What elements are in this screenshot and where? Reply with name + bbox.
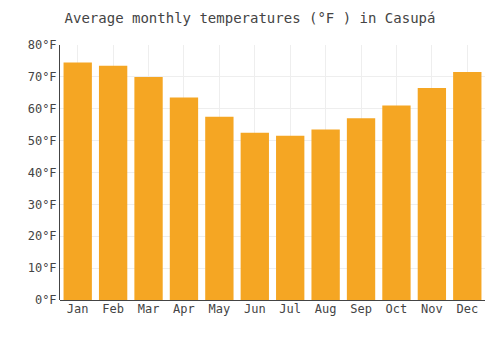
svg-text:Feb: Feb xyxy=(102,302,124,316)
svg-text:Jun: Jun xyxy=(244,302,266,316)
svg-text:60°F: 60°F xyxy=(28,102,57,116)
svg-text:May: May xyxy=(209,302,231,316)
svg-text:Apr: Apr xyxy=(173,302,195,316)
svg-text:50°F: 50°F xyxy=(28,134,57,148)
svg-text:Sep: Sep xyxy=(350,302,372,316)
svg-text:Mar: Mar xyxy=(138,302,160,316)
svg-text:Jan: Jan xyxy=(67,302,89,316)
svg-text:0°F: 0°F xyxy=(35,293,57,307)
svg-text:Aug: Aug xyxy=(315,302,337,316)
svg-text:Dec: Dec xyxy=(456,302,478,316)
svg-text:80°F: 80°F xyxy=(28,38,57,52)
svg-text:40°F: 40°F xyxy=(28,166,57,180)
svg-text:30°F: 30°F xyxy=(28,198,57,212)
svg-text:Average monthly temperatures (: Average monthly temperatures (°F ) in Ca… xyxy=(65,10,436,26)
svg-text:Jul: Jul xyxy=(279,302,301,316)
svg-text:70°F: 70°F xyxy=(28,70,57,84)
svg-text:20°F: 20°F xyxy=(28,229,57,243)
svg-text:Nov: Nov xyxy=(421,302,443,316)
svg-text:Oct: Oct xyxy=(386,302,408,316)
svg-text:10°F: 10°F xyxy=(28,261,57,275)
